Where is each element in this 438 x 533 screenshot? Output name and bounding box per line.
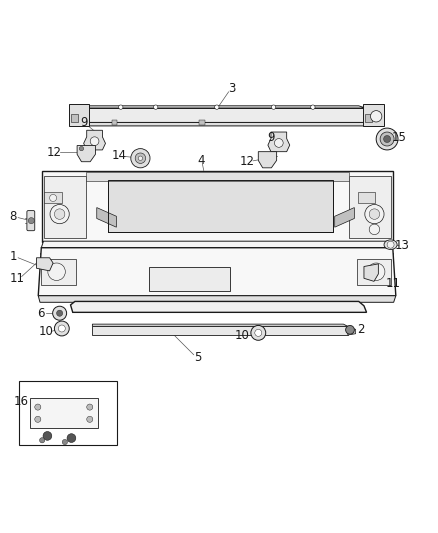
- Text: 3: 3: [228, 82, 236, 95]
- Circle shape: [138, 156, 143, 160]
- Circle shape: [365, 205, 384, 224]
- Text: 15: 15: [392, 131, 406, 144]
- Polygon shape: [41, 241, 393, 248]
- Text: 11: 11: [10, 272, 25, 285]
- Circle shape: [50, 205, 69, 224]
- Polygon shape: [36, 258, 53, 271]
- Circle shape: [119, 105, 123, 109]
- Text: 9: 9: [267, 131, 274, 144]
- Bar: [30, 398, 98, 428]
- Circle shape: [275, 139, 283, 147]
- Circle shape: [371, 111, 382, 122]
- Polygon shape: [348, 326, 356, 335]
- Circle shape: [255, 329, 262, 336]
- Polygon shape: [258, 152, 277, 168]
- Text: 4: 4: [197, 155, 205, 167]
- Circle shape: [346, 326, 354, 334]
- Bar: [41, 259, 76, 285]
- Circle shape: [28, 217, 34, 224]
- Text: 11: 11: [386, 278, 401, 290]
- Circle shape: [57, 310, 63, 316]
- Text: 14: 14: [112, 149, 127, 162]
- Text: 12: 12: [46, 146, 61, 159]
- Circle shape: [251, 326, 266, 340]
- Circle shape: [131, 149, 150, 168]
- Ellipse shape: [384, 240, 397, 249]
- Text: 16: 16: [14, 395, 29, 408]
- Bar: [69, 103, 89, 126]
- Circle shape: [48, 263, 65, 280]
- Circle shape: [39, 438, 45, 443]
- Text: 9: 9: [80, 116, 88, 129]
- Polygon shape: [81, 108, 365, 123]
- Circle shape: [54, 209, 65, 220]
- Bar: [19, 381, 117, 445]
- Bar: [44, 192, 62, 203]
- Polygon shape: [84, 130, 106, 150]
- Text: 10: 10: [235, 329, 250, 342]
- Circle shape: [376, 128, 398, 150]
- Bar: [358, 192, 375, 203]
- Circle shape: [135, 153, 146, 164]
- Text: 12: 12: [240, 155, 255, 168]
- Circle shape: [35, 404, 41, 410]
- Circle shape: [53, 306, 67, 320]
- Bar: [112, 120, 117, 125]
- Polygon shape: [335, 207, 354, 227]
- Circle shape: [62, 439, 67, 445]
- Polygon shape: [77, 146, 95, 161]
- Circle shape: [35, 416, 41, 422]
- Circle shape: [153, 105, 158, 109]
- Bar: [108, 180, 332, 231]
- Polygon shape: [38, 296, 396, 302]
- Polygon shape: [81, 123, 367, 126]
- Circle shape: [87, 416, 93, 422]
- Circle shape: [49, 195, 57, 201]
- Bar: [357, 259, 392, 285]
- Circle shape: [369, 209, 380, 220]
- Circle shape: [380, 132, 394, 146]
- Circle shape: [311, 105, 315, 109]
- Circle shape: [384, 135, 391, 142]
- Text: 1: 1: [10, 251, 18, 263]
- Circle shape: [272, 105, 276, 109]
- Text: 10: 10: [38, 326, 53, 338]
- Polygon shape: [71, 302, 367, 312]
- Circle shape: [87, 404, 93, 410]
- Bar: [108, 180, 332, 231]
- Bar: [86, 172, 349, 181]
- Circle shape: [369, 224, 380, 235]
- Text: 13: 13: [395, 239, 410, 252]
- Circle shape: [79, 147, 84, 151]
- Circle shape: [215, 105, 219, 109]
- Text: 5: 5: [194, 351, 202, 364]
- Polygon shape: [97, 207, 117, 227]
- Polygon shape: [92, 324, 348, 326]
- FancyBboxPatch shape: [42, 171, 393, 243]
- Circle shape: [43, 432, 52, 440]
- Bar: [199, 120, 205, 125]
- Circle shape: [90, 137, 99, 146]
- Bar: [44, 176, 86, 238]
- FancyBboxPatch shape: [27, 211, 35, 231]
- Polygon shape: [92, 326, 348, 335]
- Bar: [363, 103, 384, 126]
- Bar: [349, 176, 391, 238]
- Text: 6: 6: [37, 307, 45, 320]
- Text: 2: 2: [357, 324, 365, 336]
- Bar: [365, 114, 372, 122]
- Bar: [149, 268, 230, 292]
- Circle shape: [58, 325, 65, 332]
- Circle shape: [387, 241, 394, 248]
- Circle shape: [367, 263, 385, 280]
- Polygon shape: [268, 132, 290, 152]
- Bar: [71, 114, 78, 122]
- Polygon shape: [38, 248, 396, 296]
- Circle shape: [67, 434, 76, 442]
- Polygon shape: [81, 106, 365, 108]
- Circle shape: [54, 321, 69, 336]
- Polygon shape: [364, 264, 378, 281]
- Text: 8: 8: [9, 210, 17, 223]
